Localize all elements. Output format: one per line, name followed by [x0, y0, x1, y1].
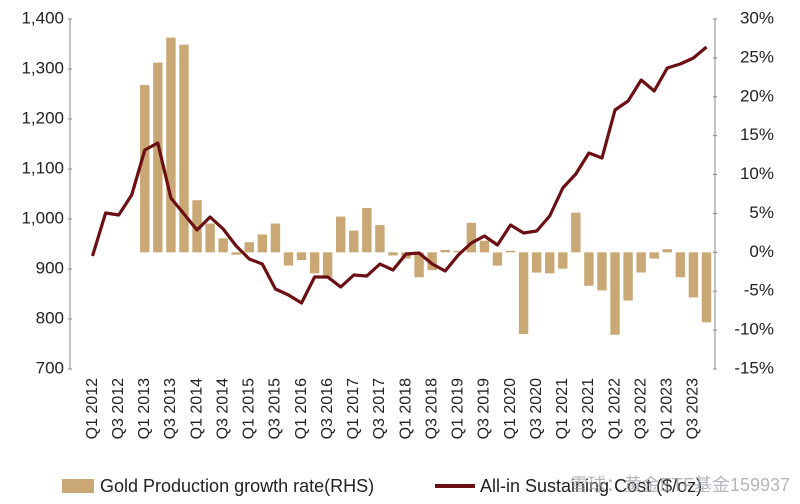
x-tick-label: Q1 2015 — [241, 378, 258, 439]
bar — [623, 252, 633, 301]
bar — [231, 252, 241, 255]
x-tick-label: Q3 2015 — [267, 378, 284, 439]
x-tick-label: Q3 2023 — [685, 378, 702, 439]
bar — [244, 242, 254, 253]
x-tick-label: Q1 2020 — [502, 378, 519, 439]
bar — [466, 222, 477, 253]
bar — [636, 252, 646, 273]
bar — [179, 44, 189, 253]
y-tick-label: 1,000 — [21, 208, 64, 227]
x-tick-label: Q1 2013 — [136, 378, 153, 439]
x-tick-label: Q3 2012 — [110, 378, 127, 439]
y2-tick-label: 10% — [740, 164, 774, 183]
x-tick-label: Q3 2016 — [319, 378, 336, 439]
bar — [322, 252, 333, 278]
y2-tick-label: 25% — [740, 47, 774, 66]
y2-tick-label: -10% — [734, 320, 774, 339]
bar — [336, 216, 346, 253]
bar — [388, 252, 398, 256]
bar — [414, 252, 424, 278]
y2-tick-label: 5% — [749, 203, 774, 222]
bar — [701, 252, 712, 323]
bar — [440, 250, 450, 253]
x-tick-label: Q3 2014 — [214, 378, 231, 439]
y-tick-label: 1,300 — [21, 58, 64, 77]
x-tick-label: Q3 2019 — [476, 378, 493, 439]
legend-label: All-in Sustaining Cost ($/oz) — [480, 476, 702, 496]
y-tick-label: 700 — [36, 358, 64, 377]
bar — [688, 252, 699, 298]
x-tick-label: Q1 2023 — [659, 378, 676, 439]
y-tick-label: 1,100 — [21, 158, 64, 177]
bar — [584, 252, 594, 286]
bar — [362, 208, 372, 253]
x-tick-label: Q1 2019 — [450, 378, 467, 439]
y2-tick-label: 15% — [740, 125, 774, 144]
y-tick-label: 1,200 — [21, 108, 64, 127]
bar — [531, 252, 542, 273]
bar — [518, 252, 529, 334]
bar — [166, 37, 176, 253]
bar — [283, 252, 294, 266]
bar — [270, 223, 281, 253]
y-tick-label: 1,400 — [21, 8, 64, 27]
y2-tick-label: 0% — [749, 242, 774, 261]
bar — [505, 250, 516, 253]
bar — [375, 225, 385, 253]
y2-tick-label: -15% — [734, 358, 774, 377]
legend-swatch — [62, 479, 94, 493]
x-tick-label: Q1 2016 — [293, 378, 310, 439]
bar — [192, 200, 202, 253]
watermark: 雪球：黄金ETF基金159937 — [570, 475, 790, 495]
bar — [649, 252, 659, 259]
bar — [492, 252, 503, 266]
x-tick-label: Q1 2012 — [84, 378, 101, 439]
y2-tick-label: -5% — [744, 281, 774, 300]
bar — [309, 252, 320, 274]
bar — [675, 252, 686, 278]
y2-tick-label: 20% — [740, 86, 774, 105]
x-tick-label: Q1 2018 — [397, 378, 414, 439]
bar — [205, 223, 215, 253]
x-tick-label: Q3 2022 — [632, 378, 649, 439]
bar — [218, 238, 228, 253]
legend-label: Gold Production growth rate(RHS) — [100, 476, 374, 496]
bar — [571, 212, 581, 253]
x-tick-label: Q1 2017 — [345, 378, 362, 439]
x-tick-label: Q3 2018 — [423, 378, 440, 439]
x-tick-label: Q3 2017 — [371, 378, 388, 439]
x-tick-label: Q3 2013 — [162, 378, 179, 439]
x-tick-label: Q1 2021 — [554, 378, 571, 439]
x-tick-label: Q3 2021 — [580, 378, 597, 439]
bar — [153, 62, 163, 253]
bar — [479, 240, 490, 253]
bar — [296, 252, 307, 261]
bar — [349, 230, 359, 253]
y2-tick-label: 30% — [740, 8, 774, 27]
bar — [610, 252, 620, 335]
bar — [453, 250, 463, 253]
x-tick-label: Q1 2014 — [188, 378, 205, 439]
bar — [140, 85, 150, 253]
bar — [257, 234, 268, 253]
x-tick-label: Q1 2022 — [606, 378, 623, 439]
bar — [662, 249, 672, 253]
bar — [558, 252, 568, 269]
y-tick-label: 900 — [36, 258, 64, 277]
line — [90, 45, 708, 305]
y-tick-label: 800 — [36, 308, 64, 327]
bar — [427, 252, 437, 271]
x-tick-label: Q3 2020 — [528, 378, 545, 439]
bar — [545, 252, 555, 274]
bar — [597, 252, 607, 291]
